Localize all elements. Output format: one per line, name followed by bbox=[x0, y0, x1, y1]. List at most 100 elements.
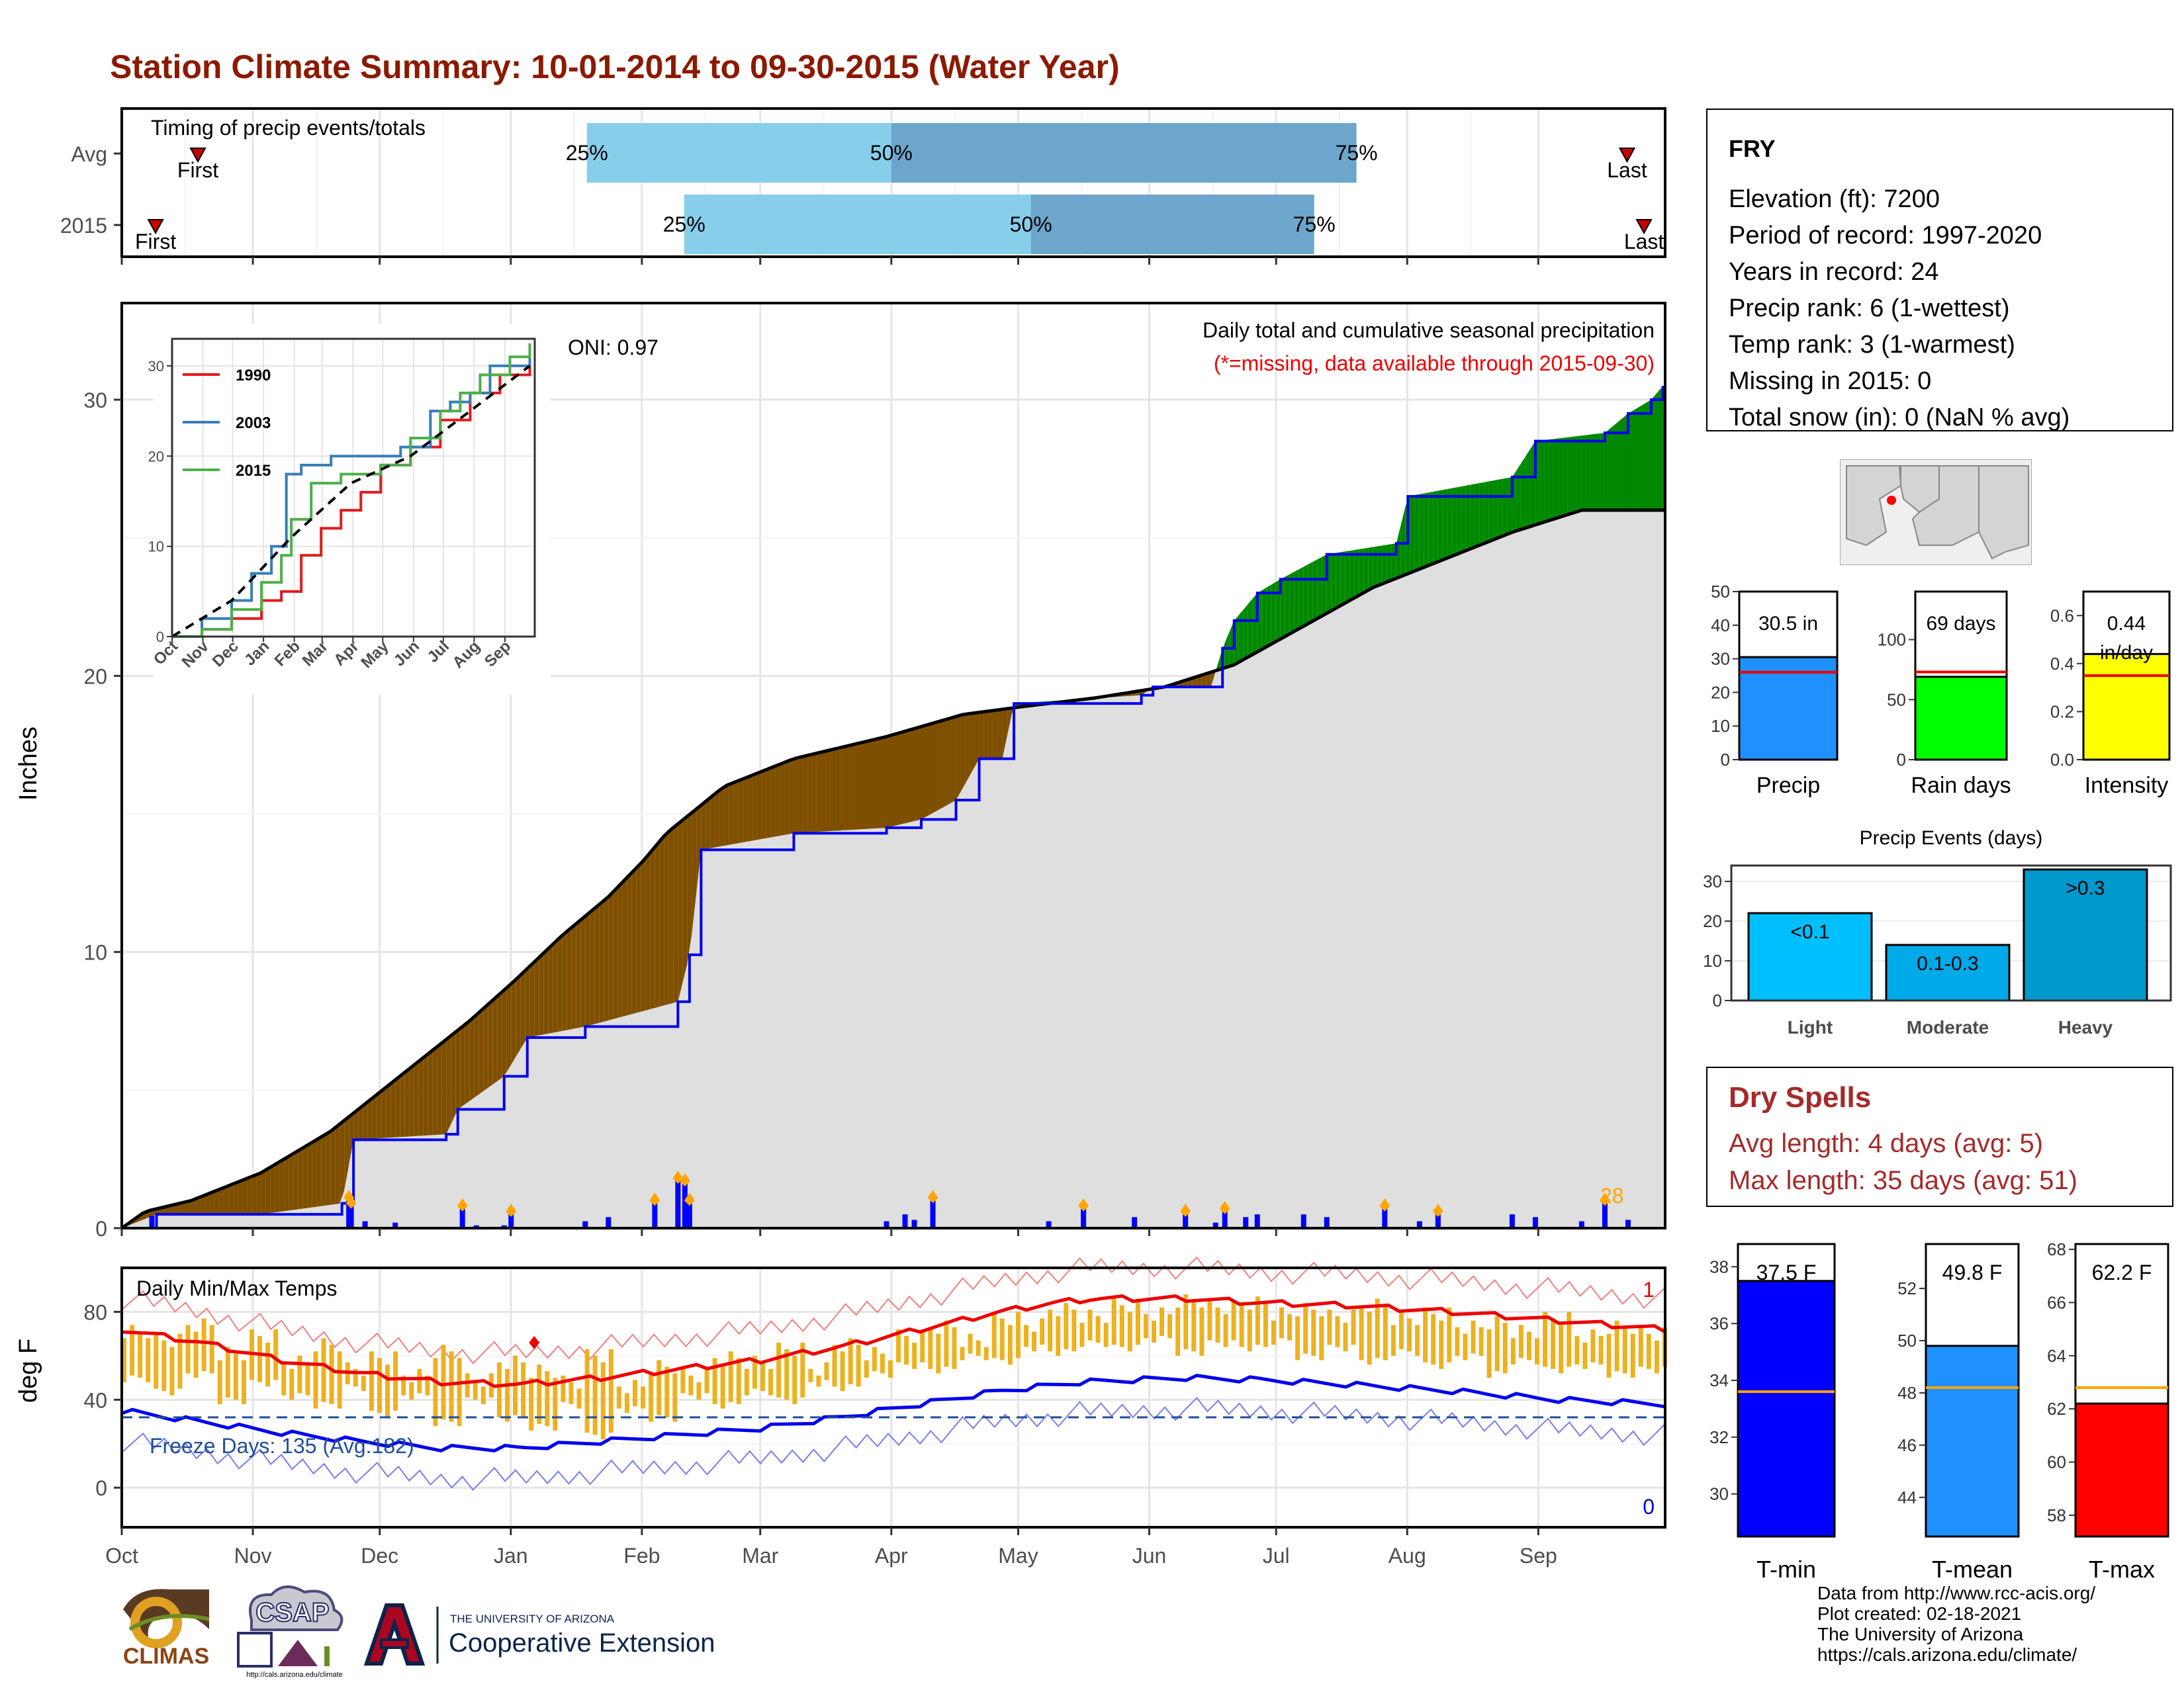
precip-event-marker bbox=[1432, 1203, 1443, 1217]
month-x-tick-label: Jul bbox=[1263, 1544, 1290, 1568]
precip-anomaly-fill bbox=[446, 1036, 451, 1135]
ua-unit: Cooperative Extension bbox=[449, 1628, 715, 1658]
footer-line: Data from http://www.rcc-acis.org/ bbox=[1817, 1583, 2096, 1603]
precip-total-chart-y-tick-label: 40 bbox=[1711, 615, 1730, 635]
temp-daily-bar bbox=[657, 1360, 662, 1415]
timing-bar-q50-q75 bbox=[891, 123, 1357, 183]
precip-anomaly-fill bbox=[794, 757, 799, 834]
timing-q25-label: 25% bbox=[566, 141, 608, 165]
precip-anomaly-fill bbox=[1567, 436, 1572, 515]
precip-anomaly-fill bbox=[316, 1137, 322, 1207]
temp-daily-bar bbox=[1406, 1318, 1412, 1352]
precip-anomaly-fill bbox=[182, 1201, 187, 1215]
precip-anomaly-fill bbox=[974, 712, 979, 768]
timing-title: Timing of precip events/totals bbox=[151, 116, 426, 140]
temp-daily-bar bbox=[1567, 1312, 1572, 1367]
station-snow: Total snow (in): 0 (NaN % avg) bbox=[1729, 404, 2070, 431]
temp-daily-bar bbox=[417, 1368, 422, 1394]
temp-y-tick-label: 80 bbox=[83, 1300, 107, 1324]
locator-map bbox=[1840, 459, 2032, 565]
inset-series-line bbox=[172, 357, 531, 638]
precip-anomaly-fill bbox=[882, 736, 887, 828]
precip-anomaly-fill bbox=[627, 873, 632, 1016]
temp-daily-bar bbox=[649, 1373, 654, 1422]
precip-anomaly-fill bbox=[576, 920, 581, 1029]
temp-daily-bar bbox=[1367, 1312, 1372, 1365]
temp-daily-bar bbox=[409, 1382, 414, 1400]
month-x-tick-label: Nov bbox=[234, 1544, 272, 1568]
temp-daily-bar bbox=[569, 1382, 574, 1404]
precip-anomaly-fill bbox=[548, 944, 553, 1034]
temp-daily-bar bbox=[912, 1342, 917, 1369]
precip-daily-bar bbox=[1382, 1206, 1388, 1228]
precip-anomaly-fill bbox=[1563, 437, 1568, 516]
temp-daily-bar bbox=[1510, 1338, 1516, 1365]
precip-events-y-tick-label: 20 bbox=[1703, 911, 1722, 931]
precip-events-bar bbox=[1747, 912, 1873, 1002]
temp-daily-bar bbox=[465, 1373, 470, 1398]
precip-anomaly-fill bbox=[821, 750, 827, 832]
precip-event-marker bbox=[345, 1195, 357, 1209]
precip-anomaly-fill bbox=[270, 1165, 275, 1214]
precip-anomaly-fill bbox=[1007, 708, 1012, 737]
station-location-marker bbox=[1887, 496, 1896, 505]
precip-anomaly-fill bbox=[729, 782, 734, 845]
precip-anomaly-fill bbox=[187, 1200, 192, 1215]
temp-daily-bar bbox=[1646, 1333, 1651, 1369]
precip-anomaly-fill bbox=[465, 1021, 470, 1105]
precip-anomaly-fill bbox=[307, 1142, 312, 1208]
temp-daily-bar bbox=[1598, 1335, 1604, 1365]
precip-anomaly-fill bbox=[678, 820, 683, 1002]
precip-anomaly-fill bbox=[432, 1046, 437, 1136]
precip-total-chart-y-tick-label: 50 bbox=[1711, 582, 1730, 602]
temp-daily-bar bbox=[289, 1368, 295, 1400]
precip-anomaly-fill bbox=[409, 1065, 414, 1137]
precip-anomaly-fill bbox=[358, 1105, 363, 1140]
precip-events-x-label: Light bbox=[1788, 1017, 1833, 1038]
page-title: Station Climate Summary: 10-01-2014 to 0… bbox=[110, 48, 1120, 85]
precip-anomaly-fill bbox=[353, 1109, 359, 1140]
inset-y-tick-label: 20 bbox=[148, 448, 164, 465]
precip-anomaly-fill bbox=[562, 931, 567, 1032]
temp-daily-bar bbox=[600, 1362, 606, 1440]
temp-daily-bar bbox=[1175, 1307, 1181, 1356]
precip-anomaly-fill bbox=[705, 797, 711, 850]
precip-anomaly-fill bbox=[1266, 584, 1271, 647]
precip-daily-bar bbox=[902, 1214, 908, 1228]
timing-bar-q50-q75 bbox=[1030, 195, 1314, 254]
precip-anomaly-fill bbox=[1641, 402, 1647, 510]
precip-anomaly-fill bbox=[1373, 546, 1378, 588]
temp-daily-bar bbox=[401, 1375, 406, 1396]
precip-anomaly-fill bbox=[993, 709, 998, 759]
temp-daily-bar bbox=[1311, 1310, 1316, 1356]
precip-anomaly-fill bbox=[1271, 582, 1276, 645]
precip-anomaly-fill bbox=[1368, 547, 1373, 590]
timing-q75-label: 75% bbox=[1293, 212, 1336, 236]
precip-events-x-label: Heavy bbox=[2058, 1017, 2113, 1038]
temp-daily-bar bbox=[1247, 1310, 1252, 1352]
temp-daily-bar bbox=[1191, 1300, 1197, 1352]
temp-daily-bar bbox=[225, 1347, 230, 1398]
temp-daily-bar bbox=[1040, 1318, 1045, 1345]
precip-avg-area bbox=[122, 510, 1665, 1228]
precip-anomaly-fill bbox=[631, 868, 637, 1014]
timing-last-marker bbox=[1635, 219, 1653, 235]
precip-anomaly-fill bbox=[622, 877, 627, 1017]
temp-daily-bar bbox=[1494, 1316, 1500, 1372]
precip-anomaly-fill bbox=[1428, 491, 1433, 566]
temp-normal-min-line bbox=[121, 1373, 1666, 1453]
precip-anomaly-fill bbox=[585, 912, 590, 1027]
precip-anomaly-fill bbox=[1493, 479, 1498, 540]
precip-oni-label: ONI: 0.97 bbox=[568, 335, 659, 359]
precip-anomaly-fill bbox=[1627, 410, 1633, 510]
precip-anomaly-fill bbox=[534, 958, 539, 1037]
temp-daily-bar bbox=[1398, 1312, 1404, 1349]
ua-name: THE UNIVERSITY OF ARIZONA bbox=[450, 1613, 615, 1625]
timing-first-label: First bbox=[177, 158, 218, 182]
month-x-tick-label: Mar bbox=[742, 1544, 778, 1568]
precip-anomaly-fill bbox=[1345, 551, 1350, 603]
precip-anomaly-fill bbox=[423, 1054, 428, 1136]
temp-daily-bar bbox=[177, 1333, 183, 1389]
station-name: FRY bbox=[1729, 135, 1776, 162]
precip-daily-bar bbox=[1578, 1221, 1584, 1228]
